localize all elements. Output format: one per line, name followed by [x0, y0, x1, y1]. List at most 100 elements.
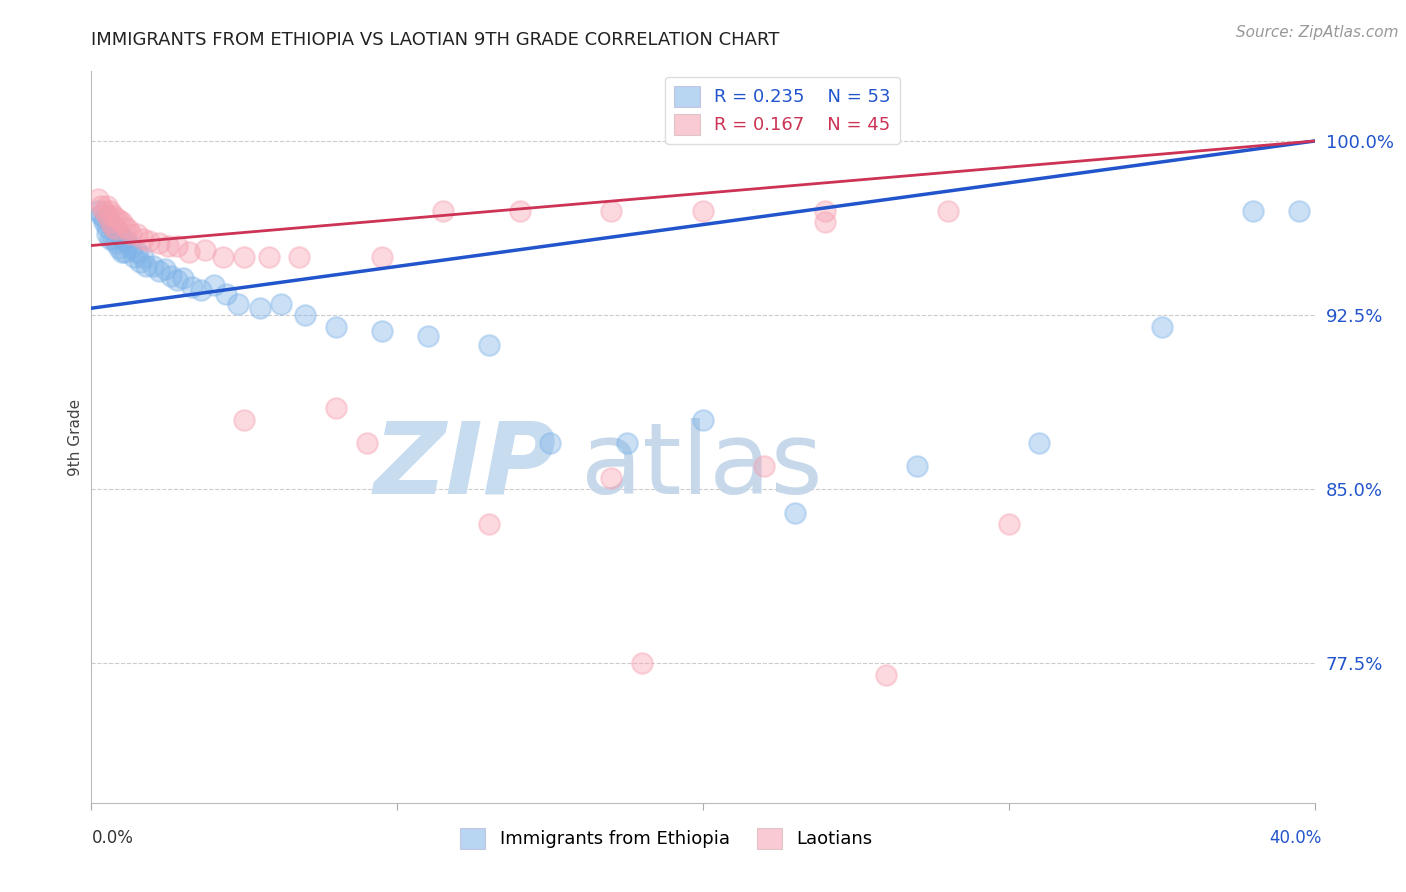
Point — [148, 236, 170, 251]
Point — [233, 250, 256, 264]
Point — [875, 668, 898, 682]
Point — [132, 231, 155, 245]
Point — [172, 271, 194, 285]
Point — [432, 203, 454, 218]
Point — [111, 215, 134, 229]
Point — [129, 254, 152, 268]
Point — [166, 273, 188, 287]
Point — [104, 211, 127, 225]
Point — [114, 231, 136, 245]
Point — [325, 319, 347, 334]
Point — [356, 436, 378, 450]
Point — [98, 231, 121, 245]
Y-axis label: 9th Grade: 9th Grade — [67, 399, 83, 475]
Point — [190, 283, 212, 297]
Point — [416, 329, 439, 343]
Point — [98, 215, 121, 229]
Point — [600, 203, 623, 218]
Point — [478, 338, 501, 352]
Point — [135, 260, 157, 274]
Point — [692, 203, 714, 218]
Point — [93, 203, 115, 218]
Text: IMMIGRANTS FROM ETHIOPIA VS LAOTIAN 9TH GRADE CORRELATION CHART: IMMIGRANTS FROM ETHIOPIA VS LAOTIAN 9TH … — [91, 31, 780, 49]
Point — [325, 401, 347, 415]
Point — [179, 245, 201, 260]
Point — [127, 227, 149, 241]
Point — [104, 222, 127, 236]
Point — [138, 234, 160, 248]
Point — [90, 208, 112, 222]
Point — [148, 264, 170, 278]
Point — [101, 208, 124, 222]
Text: ZIP: ZIP — [373, 417, 557, 515]
Point — [371, 325, 394, 339]
Point — [288, 250, 311, 264]
Point — [111, 245, 134, 260]
Point — [754, 459, 776, 474]
Point — [111, 231, 134, 245]
Point — [96, 227, 118, 241]
Point — [215, 287, 238, 301]
Point — [202, 277, 225, 292]
Point — [160, 268, 183, 283]
Point — [108, 213, 131, 227]
Point — [371, 250, 394, 264]
Point — [538, 436, 561, 450]
Point — [156, 238, 179, 252]
Point — [257, 250, 280, 264]
Point — [294, 308, 316, 322]
Point — [117, 236, 139, 251]
Point — [98, 215, 121, 229]
Point — [233, 412, 256, 426]
Point — [141, 260, 163, 274]
Point — [104, 236, 127, 251]
Point — [905, 459, 928, 474]
Point — [122, 250, 145, 264]
Point — [270, 296, 292, 310]
Point — [93, 215, 115, 229]
Point — [108, 241, 131, 255]
Point — [600, 471, 623, 485]
Point — [814, 215, 837, 229]
Point — [1028, 436, 1050, 450]
Point — [86, 192, 108, 206]
Point — [104, 222, 127, 236]
Point — [166, 238, 188, 252]
Point — [90, 199, 112, 213]
Point — [1243, 203, 1265, 218]
Point — [249, 301, 271, 316]
Point — [814, 203, 837, 218]
Point — [127, 245, 149, 260]
Legend: Immigrants from Ethiopia, Laotians: Immigrants from Ethiopia, Laotians — [453, 821, 880, 856]
Point — [120, 227, 142, 241]
Point — [96, 199, 118, 213]
Point — [226, 296, 249, 310]
Point — [478, 517, 501, 532]
Point — [101, 219, 124, 234]
Point — [998, 517, 1021, 532]
Point — [631, 657, 654, 671]
Point — [616, 436, 638, 450]
Point — [783, 506, 806, 520]
Point — [936, 203, 959, 218]
Point — [193, 243, 215, 257]
Point — [101, 231, 124, 245]
Point — [96, 208, 118, 222]
Point — [1150, 319, 1173, 334]
Point — [1288, 203, 1310, 218]
Point — [117, 222, 139, 236]
Point — [114, 245, 136, 260]
Point — [153, 261, 176, 276]
Point — [96, 219, 118, 234]
Point — [181, 280, 204, 294]
Point — [93, 211, 115, 225]
Point — [212, 250, 235, 264]
Point — [114, 219, 136, 234]
Text: atlas: atlas — [581, 417, 823, 515]
Point — [509, 203, 531, 218]
Point — [98, 203, 121, 218]
Text: 0.0%: 0.0% — [91, 829, 134, 847]
Point — [86, 203, 108, 218]
Point — [101, 219, 124, 234]
Point — [108, 227, 131, 241]
